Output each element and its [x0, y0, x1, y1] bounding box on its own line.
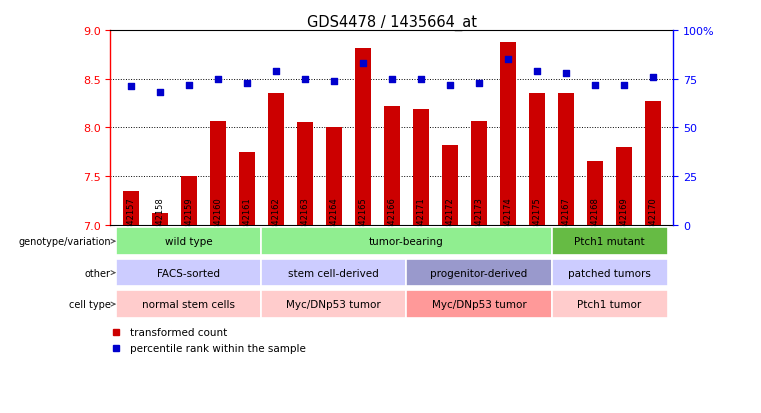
Text: GSM842172: GSM842172 [445, 197, 454, 247]
Text: GSM842157: GSM842157 [126, 197, 135, 247]
Text: FACS-sorted: FACS-sorted [158, 268, 220, 278]
Bar [355, 48, 371, 225]
Point [473, 80, 485, 87]
Point [502, 57, 514, 64]
Point [154, 90, 166, 96]
Point [444, 82, 456, 89]
Text: GSM842165: GSM842165 [358, 197, 368, 247]
Point [328, 78, 340, 85]
Bar [297, 123, 313, 225]
Bar [261, 291, 406, 318]
Text: GSM842160: GSM842160 [213, 197, 222, 247]
Bar [406, 259, 552, 287]
Bar [552, 228, 667, 255]
Bar [261, 259, 406, 287]
Text: Myc/DNp53 tumor: Myc/DNp53 tumor [431, 299, 527, 309]
Bar [116, 291, 261, 318]
Point [618, 82, 630, 89]
Text: normal stem cells: normal stem cells [142, 299, 235, 309]
Bar [268, 94, 284, 225]
Text: GSM842159: GSM842159 [184, 197, 193, 247]
Text: GSM842168: GSM842168 [591, 197, 600, 247]
Text: transformed count: transformed count [130, 327, 228, 337]
Point [589, 82, 601, 89]
Bar [471, 121, 487, 225]
Bar [529, 94, 545, 225]
Text: wild type: wild type [165, 237, 212, 247]
Point [531, 69, 543, 75]
Point [183, 82, 195, 89]
Bar [239, 152, 255, 225]
Bar [151, 214, 167, 225]
Bar [645, 102, 661, 225]
Text: GSM842163: GSM842163 [301, 197, 309, 247]
Text: GSM842174: GSM842174 [504, 197, 512, 247]
Bar [413, 109, 429, 225]
Text: Ptch1 mutant: Ptch1 mutant [575, 237, 645, 247]
Text: GSM842175: GSM842175 [533, 197, 542, 247]
Bar [384, 107, 400, 225]
Text: GSM842170: GSM842170 [648, 197, 658, 247]
Point [560, 70, 572, 77]
Text: tumor-bearing: tumor-bearing [369, 237, 444, 247]
Point [647, 74, 659, 81]
Bar [261, 228, 552, 255]
Text: genotype/variation: genotype/variation [18, 237, 115, 247]
Point [386, 76, 398, 83]
Bar [616, 147, 632, 225]
Text: GSM842173: GSM842173 [475, 197, 483, 247]
Text: GSM842164: GSM842164 [330, 197, 339, 247]
Title: GDS4478 / 1435664_at: GDS4478 / 1435664_at [307, 15, 477, 31]
Text: Myc/DNp53 tumor: Myc/DNp53 tumor [286, 299, 381, 309]
Text: GSM842166: GSM842166 [387, 197, 396, 247]
Bar [210, 121, 226, 225]
Point [357, 61, 369, 67]
Bar [552, 291, 667, 318]
Bar [406, 291, 552, 318]
Point [212, 76, 224, 83]
Text: patched tumors: patched tumors [568, 268, 651, 278]
Text: progenitor-derived: progenitor-derived [431, 268, 527, 278]
Point [299, 76, 311, 83]
Bar [123, 191, 139, 225]
Text: GSM842161: GSM842161 [242, 197, 251, 247]
Bar [552, 259, 667, 287]
Text: Ptch1 tumor: Ptch1 tumor [578, 299, 642, 309]
Point [240, 80, 253, 87]
Text: GSM842162: GSM842162 [272, 197, 280, 247]
Text: GSM842169: GSM842169 [619, 197, 629, 247]
Point [415, 76, 427, 83]
Text: GSM842167: GSM842167 [562, 197, 571, 247]
Point [269, 69, 282, 75]
Text: stem cell-derived: stem cell-derived [288, 268, 379, 278]
Bar [116, 228, 261, 255]
Bar [558, 94, 574, 225]
Bar [116, 259, 261, 287]
Bar [442, 145, 458, 225]
Bar [181, 176, 196, 225]
Text: percentile rank within the sample: percentile rank within the sample [130, 343, 306, 353]
Text: GSM842171: GSM842171 [416, 197, 425, 247]
Text: other: other [85, 268, 115, 278]
Bar [587, 162, 603, 225]
Text: cell type: cell type [69, 299, 115, 309]
Bar [500, 43, 516, 225]
Point [125, 84, 137, 90]
Bar [326, 128, 342, 225]
Text: GSM842158: GSM842158 [155, 197, 164, 247]
